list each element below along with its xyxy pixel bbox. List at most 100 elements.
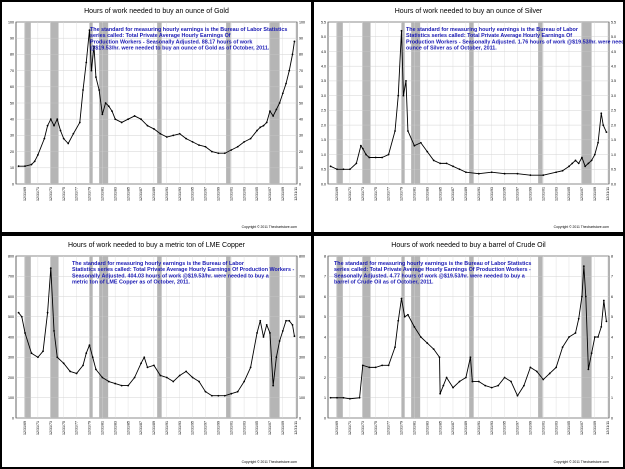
x-tick-label: 12/31/95 (191, 187, 195, 201)
copyright-text: Copyright © 2011 Thechartstore.com (242, 225, 298, 229)
chart-title: Hours of work needed to buy a metric ton… (68, 242, 246, 249)
data-point (62, 137, 65, 140)
data-point (30, 163, 33, 166)
data-point (291, 53, 294, 56)
data-point (568, 165, 570, 168)
y-tick-label-right: 20 (299, 150, 303, 154)
x-tick-label: 12/31/95 (503, 187, 507, 201)
data-point (17, 165, 20, 168)
data-point (407, 130, 409, 132)
data-point (230, 149, 233, 151)
x-tick-label: 12/31/85 (438, 187, 442, 201)
data-point (281, 92, 284, 95)
data-point (465, 376, 467, 379)
x-tick-label: 12/31/73 (361, 421, 365, 435)
x-tick-label: 12/31/95 (503, 421, 507, 435)
annotation-line: Statistics series called: Total Private … (406, 33, 572, 39)
annotation-line: ounce of Silver as of October, 2011. (406, 46, 497, 52)
data-point (590, 159, 593, 162)
y-tick-label-left: 6 (324, 295, 326, 299)
data-point (471, 380, 474, 383)
data-point (516, 172, 519, 175)
annotation-line: The standard for measuring hourly earnin… (334, 261, 531, 267)
x-tick-label: 12/31/01 (229, 187, 233, 201)
data-point (590, 352, 593, 355)
y-tick-label-left: 1.0 (321, 153, 326, 157)
data-point (349, 397, 351, 400)
x-tick-label: 12/31/87 (139, 421, 143, 435)
x-tick-label: 12/31/91 (477, 187, 481, 201)
data-point (432, 348, 435, 351)
y-tick-label-right: 4.0 (611, 64, 616, 68)
x-tick-label: 12/31/07 (268, 187, 272, 201)
x-tick-label: 12/31/89 (464, 421, 468, 435)
y-tick-label-right: 7 (611, 275, 613, 279)
data-point (602, 124, 605, 126)
data-point (465, 171, 467, 174)
data-point (574, 332, 577, 334)
y-tick-label-right: 0 (299, 416, 301, 420)
x-tick-label: 12/31/97 (204, 421, 208, 435)
y-tick-label-left: 300 (8, 356, 14, 360)
data-point (95, 76, 97, 78)
x-tick-label: 12/31/03 (554, 187, 558, 201)
data-point (165, 136, 168, 138)
data-point (477, 380, 480, 383)
y-tick-label-left: 700 (8, 275, 14, 279)
recession-bar (411, 22, 421, 184)
data-point (288, 319, 291, 322)
data-point (49, 267, 52, 270)
silver-chart-panel: Hours of work needed to buy an ounce of … (314, 2, 623, 232)
annotation-line: Production Workers - Seasonally Adjusted… (406, 39, 623, 45)
data-point (529, 366, 532, 369)
x-tick-label: 12/31/73 (361, 187, 365, 201)
data-point (285, 319, 287, 322)
y-tick-label-right: 500 (299, 315, 305, 319)
y-tick-label-left: 2.0 (321, 123, 326, 127)
data-point (361, 147, 364, 150)
y-tick-label-left: 100 (8, 20, 14, 24)
data-point (432, 159, 435, 162)
data-point (146, 366, 149, 369)
data-point (114, 382, 117, 385)
data-point (587, 162, 590, 165)
y-tick-label-left: 1.5 (321, 138, 326, 142)
y-tick-label-right: 10 (299, 166, 303, 170)
y-tick-label-right: 400 (299, 335, 305, 339)
data-point (172, 380, 175, 383)
y-tick-label-right: 3 (611, 356, 613, 360)
data-point (272, 115, 275, 117)
x-tick-label: 12/31/81 (412, 187, 416, 201)
data-point (581, 295, 583, 298)
x-tick-label: 12/31/03 (242, 187, 246, 201)
data-point (413, 325, 416, 328)
data-point (600, 112, 603, 115)
x-tick-label: 12/31/07 (268, 421, 272, 435)
x-tick-label: 12/31/79 (400, 421, 404, 435)
x-tick-label: 12/31/99 (217, 421, 221, 435)
x-tick-label: 12/31/09 (593, 421, 597, 435)
data-point (140, 362, 142, 365)
x-tick-label: 12/31/83 (113, 187, 117, 201)
data-point (291, 323, 294, 326)
data-point (133, 115, 136, 117)
data-point (127, 384, 130, 387)
x-tick-label: 12/31/77 (387, 421, 391, 435)
data-point (490, 386, 493, 389)
data-point (88, 344, 91, 346)
data-point (293, 335, 296, 338)
y-tick-label-left: 8 (324, 254, 326, 258)
data-point (20, 315, 23, 318)
data-point (503, 376, 506, 379)
data-point (402, 94, 405, 97)
y-tick-label-right: 0 (299, 182, 301, 186)
data-point (204, 390, 207, 393)
data-point (400, 29, 403, 32)
data-point (198, 380, 200, 383)
data-point (243, 140, 246, 143)
data-point (153, 128, 155, 130)
x-tick-label: 12/31/73 (49, 187, 53, 201)
x-tick-label: 12/31/93 (178, 187, 182, 201)
data-point (262, 336, 265, 338)
data-point (490, 171, 493, 174)
